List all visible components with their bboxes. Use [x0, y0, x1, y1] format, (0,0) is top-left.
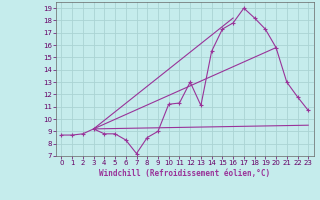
X-axis label: Windchill (Refroidissement éolien,°C): Windchill (Refroidissement éolien,°C)	[99, 169, 270, 178]
